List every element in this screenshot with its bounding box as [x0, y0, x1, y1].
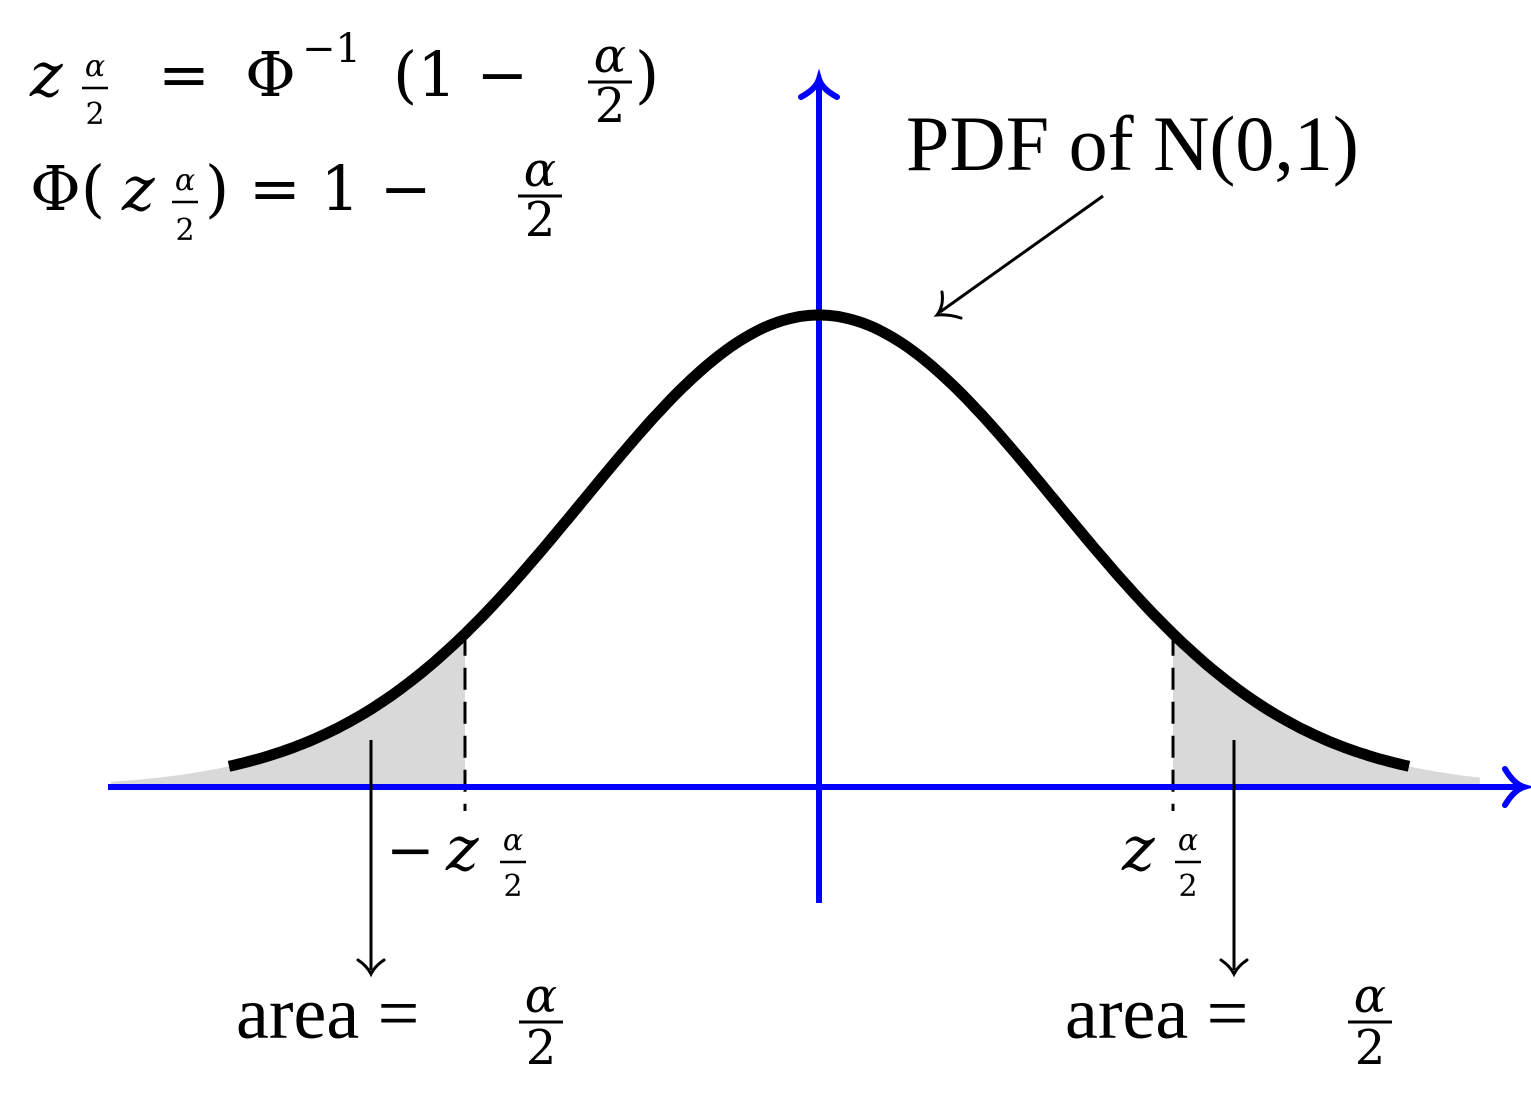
formula1-sub-num: α — [85, 49, 105, 84]
formula2-frac-den: 2 — [525, 192, 556, 248]
left-area-word: area = — [236, 973, 419, 1055]
formula2-frac-num: α — [524, 142, 556, 198]
pdf-label-pointer — [939, 194, 1104, 314]
pdf-label: PDF of N(0,1) — [906, 100, 1359, 187]
right-critical-label: z α 2 — [1121, 812, 1201, 904]
left-critical-label: − z α 2 — [386, 812, 526, 904]
right-area-arrowhead — [1219, 958, 1249, 978]
right-tick-sub-num: α — [1178, 823, 1198, 858]
left-area-arrowhead — [356, 958, 386, 978]
formula1-sub-den: 2 — [85, 97, 104, 132]
cdf-formula: Φ( z α 2 ) = 1 − α 2 — [30, 142, 562, 248]
formula1-open: (1 − — [393, 38, 528, 111]
right-area-word: area = — [1065, 973, 1248, 1055]
formula2-phi-open: Φ( — [30, 152, 105, 225]
formula1-close: ) — [635, 38, 659, 111]
left-tick-sub-num: α — [503, 823, 523, 858]
right-tick-sub-den: 2 — [1178, 869, 1197, 904]
left-tick-sub-den: 2 — [503, 869, 522, 904]
right-area-label: area = α 2 — [1065, 968, 1392, 1076]
y-axis-arrowhead — [798, 68, 840, 100]
left-tail-area — [111, 633, 465, 787]
formula1-sup: −1 — [302, 26, 361, 72]
formula1-equals: = — [158, 38, 210, 111]
left-tick-minus: − — [386, 816, 435, 884]
left-area-frac-num: α — [525, 968, 557, 1024]
formula1-frac-num: α — [594, 28, 626, 84]
right-tick-z: z — [1121, 812, 1155, 885]
quantile-formula: z α 2 = Φ −1 (1 − α 2 ) — [29, 26, 659, 134]
left-tick-z: z — [445, 812, 479, 885]
x-axis-arrowhead — [1502, 766, 1531, 808]
formula2-sub-den: 2 — [175, 213, 194, 248]
right-tail-area — [1173, 633, 1480, 787]
left-area-frac-den: 2 — [526, 1020, 557, 1076]
formula2-z: z — [121, 152, 155, 225]
right-area-frac-num: α — [1354, 968, 1386, 1024]
right-area-frac-den: 2 — [1355, 1020, 1386, 1076]
formula1-z: z — [29, 38, 63, 111]
left-area-label: area = α 2 — [236, 968, 563, 1076]
formula2-sub-num: α — [175, 163, 195, 198]
pdf-label-pointer-head — [933, 290, 963, 320]
formula1-phi: Φ — [245, 38, 296, 111]
pdf-curve — [227, 309, 1411, 772]
formula2-close-eq: ) = 1 − — [205, 152, 432, 225]
formula1-frac-den: 2 — [595, 78, 626, 134]
